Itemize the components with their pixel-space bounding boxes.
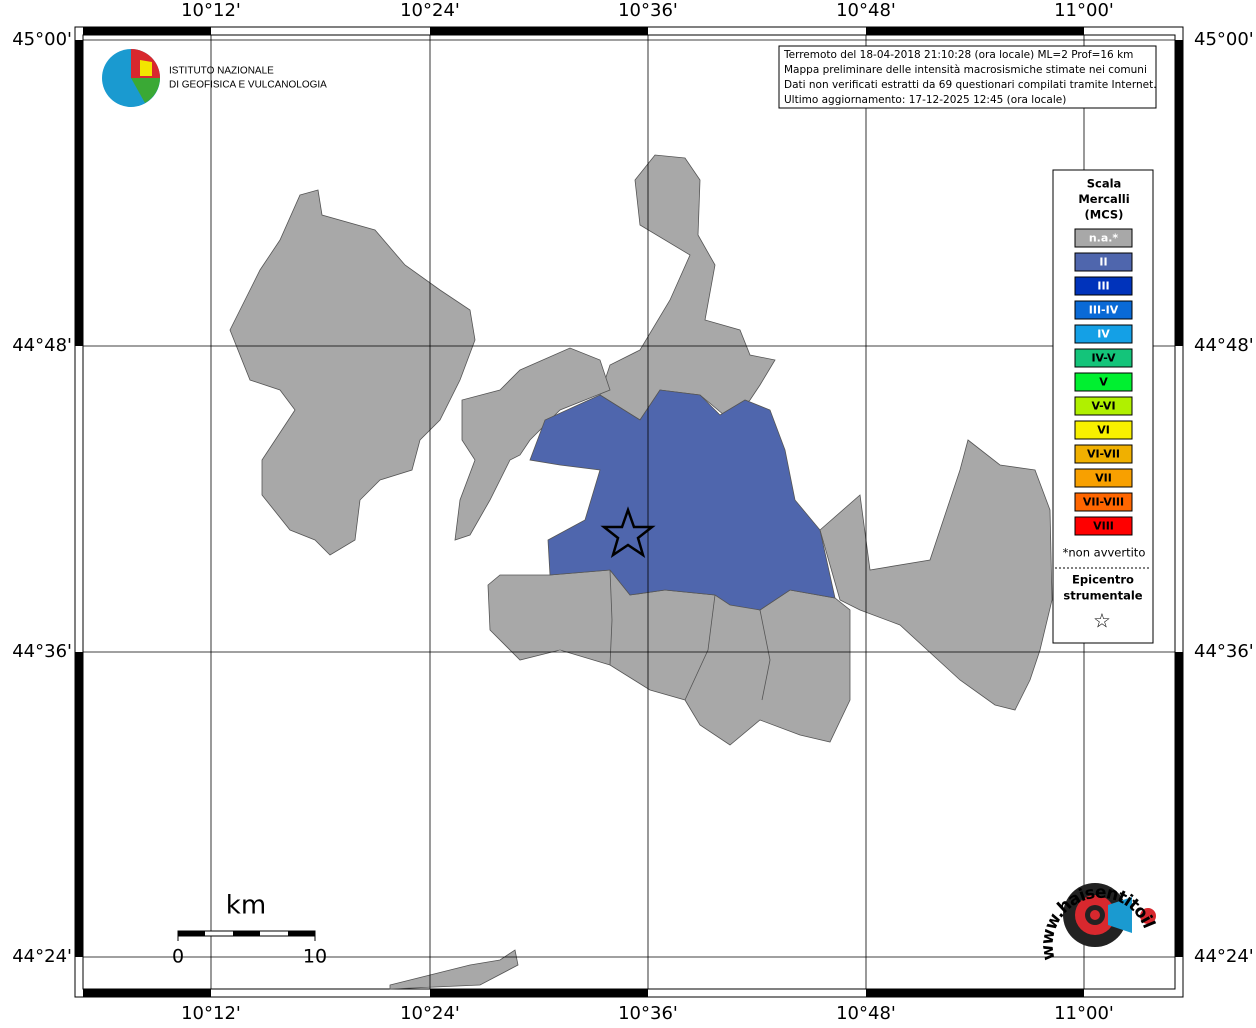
- lat-label: 44°48': [1194, 335, 1254, 356]
- info-lines: Terremoto del 18-04-2018 21:10:28 (ora l…: [783, 49, 1157, 106]
- municipalities: [229, 154, 1053, 990]
- lat-label: 44°24': [1194, 946, 1254, 967]
- legend-swatch: [1074, 396, 1133, 416]
- lat-label: 44°36': [1194, 641, 1254, 662]
- info-line: Mappa preliminare delle intensità macros…: [784, 64, 1147, 76]
- legend-swatch: [1074, 444, 1133, 464]
- lon-label: 10°48': [836, 1003, 896, 1024]
- logo-text: ISTITUTO NAZIONALE: [169, 66, 274, 77]
- scale-unit: km: [226, 891, 266, 921]
- scale-label: 10: [303, 946, 327, 968]
- scale-label: 0: [172, 946, 184, 968]
- grid-labels: 10°12' 10°12' 10°24' 10°24' 10°36' 10°36' 10°4…: [12, 0, 1254, 1024]
- lon-label: 10°48': [836, 0, 896, 21]
- lon-label: 10°24': [400, 1003, 460, 1024]
- lon-label: 10°12': [181, 0, 241, 21]
- scale-bar: km 0 10: [172, 891, 327, 968]
- legend-swatch: [1074, 252, 1133, 272]
- legend-label: IV: [1097, 328, 1110, 341]
- lat-label: 45°00': [1194, 29, 1254, 50]
- legend-swatch: [1074, 300, 1133, 320]
- lat-label: 44°48': [12, 335, 72, 356]
- legend-note: *non avvertito: [1063, 546, 1146, 560]
- legend-epicenter: strumentale: [1063, 589, 1142, 603]
- info-line: Dati non verificati estratti da 69 quest…: [784, 79, 1157, 91]
- legend-swatch: [1074, 324, 1133, 344]
- legend-label: III-IV: [1089, 304, 1119, 317]
- lat-label: 45°00': [12, 29, 72, 50]
- legend-swatch: [1074, 516, 1133, 536]
- legend-label: VI: [1097, 424, 1110, 437]
- lon-label: 11°00': [1054, 1003, 1114, 1024]
- legend-title: Scala: [1087, 177, 1122, 191]
- lon-label: 10°36': [618, 1003, 678, 1024]
- legend-swatch: [1074, 228, 1133, 248]
- legend-label: VII: [1095, 472, 1112, 485]
- legend-label: V: [1099, 376, 1108, 389]
- legend-label: VIII: [1093, 520, 1114, 533]
- frame-bars: [75, 27, 1183, 997]
- info-line: Ultimo aggiornamento: 17-12-2025 12:45 (…: [784, 94, 1066, 106]
- legend-star: ☆: [1093, 609, 1111, 633]
- legend-title: (MCS): [1085, 208, 1124, 222]
- legend-label: III: [1097, 280, 1109, 293]
- legend-swatch: [1074, 492, 1133, 512]
- legend-swatch: [1074, 276, 1133, 296]
- legend: ScalaMercalli(MCS)n.a.*IIIIIIII-IVIVIV-V…: [1055, 177, 1151, 633]
- ingv-logo: ISTITUTO NAZIONALE DI GEOFISICA E VULCAN…: [102, 49, 327, 107]
- lon-label: 11°00': [1054, 0, 1114, 21]
- info-box: [778, 45, 1157, 109]
- logo-text: DI GEOFISICA E VULCANOLOGIA: [169, 80, 327, 91]
- legend-label: n.a.*: [1089, 232, 1119, 245]
- info-line: Terremoto del 18-04-2018 21:10:28 (ora l…: [783, 49, 1133, 61]
- legend-label: VI-VII: [1087, 448, 1120, 461]
- legend-label: V-VI: [1091, 400, 1115, 413]
- grid: [83, 35, 1175, 989]
- lon-label: 10°12': [181, 1003, 241, 1024]
- lon-label: 10°24': [400, 0, 460, 21]
- legend-epicenter: Epicentro: [1072, 573, 1134, 587]
- legend-swatch: [1074, 420, 1133, 440]
- legend-label: IV-V: [1091, 352, 1116, 365]
- legend-swatch: [1074, 348, 1133, 368]
- lon-label: 10°36': [618, 0, 678, 21]
- legend-swatch: [1074, 372, 1133, 392]
- legend-swatch: [1074, 468, 1133, 488]
- lat-label: 44°36': [12, 641, 72, 662]
- legend-label: II: [1099, 256, 1107, 269]
- epicenter-star: [600, 506, 656, 558]
- legend-label: VII-VIII: [1083, 496, 1124, 509]
- legend-title: Mercalli: [1078, 192, 1129, 206]
- lat-label: 44°24': [12, 946, 72, 967]
